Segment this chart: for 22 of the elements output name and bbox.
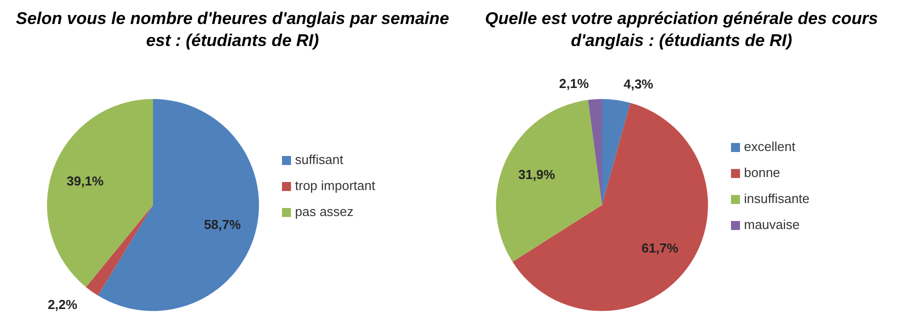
- chart-title: Selon vous le nombre d'heures d'anglais par semaine est : (étudiants de RI): [14, 8, 450, 52]
- pie-slice: [86, 205, 153, 296]
- legend-label: bonne: [744, 165, 780, 180]
- legend-label: mauvaise: [744, 217, 800, 232]
- legend-label: pas assez: [295, 204, 354, 219]
- pie-slice: [496, 100, 602, 262]
- legend-label: excellent: [744, 139, 796, 154]
- data-label: 2,1%: [559, 76, 590, 91]
- legend-label: insuffisante: [744, 191, 810, 206]
- pie-slice: [47, 99, 153, 288]
- legend-label: trop important: [295, 178, 376, 193]
- data-label: 4,3%: [624, 76, 654, 92]
- data-label: 61,7%: [641, 240, 679, 256]
- data-label: 39,1%: [66, 173, 104, 188]
- data-label: 31,9%: [518, 167, 556, 182]
- data-label: 2,2%: [48, 297, 78, 312]
- pie-slice: [602, 99, 630, 205]
- pie-slice: [588, 99, 602, 205]
- data-label: 58,7%: [204, 216, 242, 232]
- chart-title: Quelle est votre appréciation générale des cours d'anglais : (étudiants de RI): [484, 8, 880, 52]
- legend-label: suffisant: [295, 152, 344, 167]
- pie-slice: [512, 102, 708, 311]
